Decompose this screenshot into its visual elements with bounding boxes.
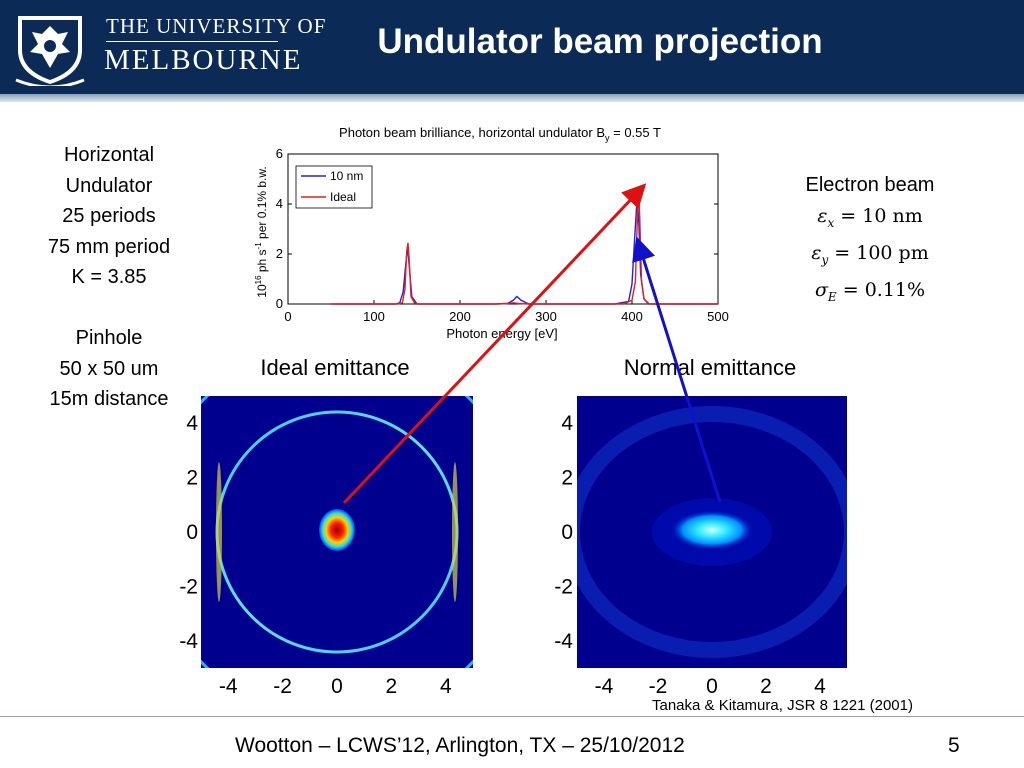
map-x-tick-label: -2 [649,675,668,698]
header-stripe [0,94,1024,102]
undulator-line: Undulator [65,174,153,197]
emittance-y-sub: y [821,252,829,267]
energy-spread-value: = 0.11% [842,279,926,302]
map-y-tick-label: 2 [561,467,573,490]
emittance-x: εx = 10 nm [760,201,980,238]
map-y-tick-label: 4 [561,412,573,435]
pinhole-line: 50 x 50 um [59,357,159,380]
map-x-tick-label: 4 [814,675,826,698]
electron-beam-title: Electron beam [805,174,935,196]
legend-label-10nm: 10 nm [330,169,363,183]
ideal-emittance-map: -4 -2 0 2 4 4 2 0 -2 -4 [179,396,473,698]
y-tick-label: 2 [276,246,283,261]
brilliance-chart: Photon beam brilliance, horizontal undul… [254,125,729,341]
chart-title: Photon beam brilliance, horizontal undul… [339,125,661,143]
y-tick-label: 6 [276,146,283,161]
pinhole-line: Pinhole [75,327,143,349]
map-x-tick-label: -4 [595,675,614,698]
y-tick-label: 0 [276,296,283,311]
y-axis-label: 1016 ph s-1 per 0.1% b.w. [254,166,269,297]
x-tick-label: 500 [707,309,729,324]
emittance-y-symbol: ε [811,241,822,264]
ideal-emittance-title: Ideal emittance [260,355,409,380]
map-y-tick-label: -2 [179,575,198,598]
map-x-tick-label: 2 [386,675,398,698]
y-axis-label-post: per 0.1% b.w. [255,166,269,242]
map-x-tick-label: -4 [219,675,238,698]
emittance-x-sub: x [827,215,835,230]
undulator-line: K = 3.85 [71,266,147,288]
normal-emittance-map: -4 -2 0 2 4 4 2 0 -2 -4 [554,396,847,698]
page-number: 5 [948,734,960,757]
energy-spread-symbol: σ [814,279,828,302]
normal-outer-halo [577,406,847,658]
x-tick-label: 0 [284,309,291,324]
undulator-line: Horizontal [63,144,155,166]
undulator-line: 75 mm period [47,235,171,258]
legend-label-ideal: Ideal [330,190,356,204]
energy-spread: σE = 0.11% [760,275,980,312]
map-y-tick-label: -2 [554,575,573,598]
university-name-line1: THE UNIVERSITY OF [106,14,327,38]
y-axis-label-sup1: 16 [254,275,263,284]
undulator-parameters: Horizontal Undulator 25 periods 75 mm pe… [6,140,212,293]
university-crest-icon [15,16,85,86]
map-y-tick-label: -4 [179,630,198,653]
y-axis-label-sup2: -1 [254,242,263,250]
map-y-tick-label: 0 [561,521,573,544]
map-x-tick-label: 4 [440,675,452,698]
normal-emittance-title: Normal emittance [624,355,796,380]
legend-box [295,165,373,209]
blue-arrow [632,236,722,503]
map-y-tick-label: 0 [186,521,198,544]
normal-core-spot [670,510,754,550]
ideal-core-spot [319,509,355,551]
x-tick-label: 100 [363,309,385,324]
x-axis-label: Photon energy [eV] [446,326,557,341]
emittance-y: εy = 100 pm [760,238,980,275]
ideal-ring-right-band [452,462,458,602]
red-arrow [342,183,647,505]
chart-title-subscript: y [605,133,610,143]
map-x-tick-label: -2 [273,675,292,698]
emittance-x-value: = 10 nm [840,204,923,227]
map-x-tick-label: 0 [706,675,718,698]
y-axis-label-mid: ph s [255,249,269,275]
y-tick-label: 4 [276,196,283,211]
university-name-rule [106,41,278,42]
legend: 10 nm Ideal [295,165,373,209]
energy-spread-sub: E [827,289,837,304]
map-x-tick-label: 0 [331,675,343,698]
chart-title-suffix: = 0.55 T [610,125,661,140]
map-x-tick-label: 2 [760,675,772,698]
series-line-ideal [331,187,718,305]
emittance-y-value: = 100 pm [834,241,929,264]
map-y-tick-label: 2 [186,467,198,490]
map-y-tick-label: -4 [554,630,573,653]
reference-citation: Tanaka & Kitamura, JSR 8 1221 (2001) [652,697,913,714]
pinhole-parameters: Pinhole 50 x 50 um 15m distance [6,323,212,415]
pinhole-line: 15m distance [49,388,169,410]
slide-header [0,0,1024,94]
x-tick-label: 300 [535,309,557,324]
emittance-x-symbol: ε [817,204,828,227]
map-y-tick-label: 4 [186,412,198,435]
ideal-ring-left-band [216,462,222,602]
university-name-line2: MELBOURNE [104,44,303,76]
slide-title: Undulator beam projection [377,22,823,61]
footer-text: Wootton – LCWS’12, Arlington, TX – 25/10… [235,734,685,757]
x-tick-label: 400 [621,309,643,324]
electron-beam-parameters: Electron beam εx = 10 nm εy = 100 pm σE … [760,170,980,312]
undulator-line: 25 periods [62,205,156,227]
footer-rule [0,716,1024,717]
x-tick-label: 200 [449,309,471,324]
